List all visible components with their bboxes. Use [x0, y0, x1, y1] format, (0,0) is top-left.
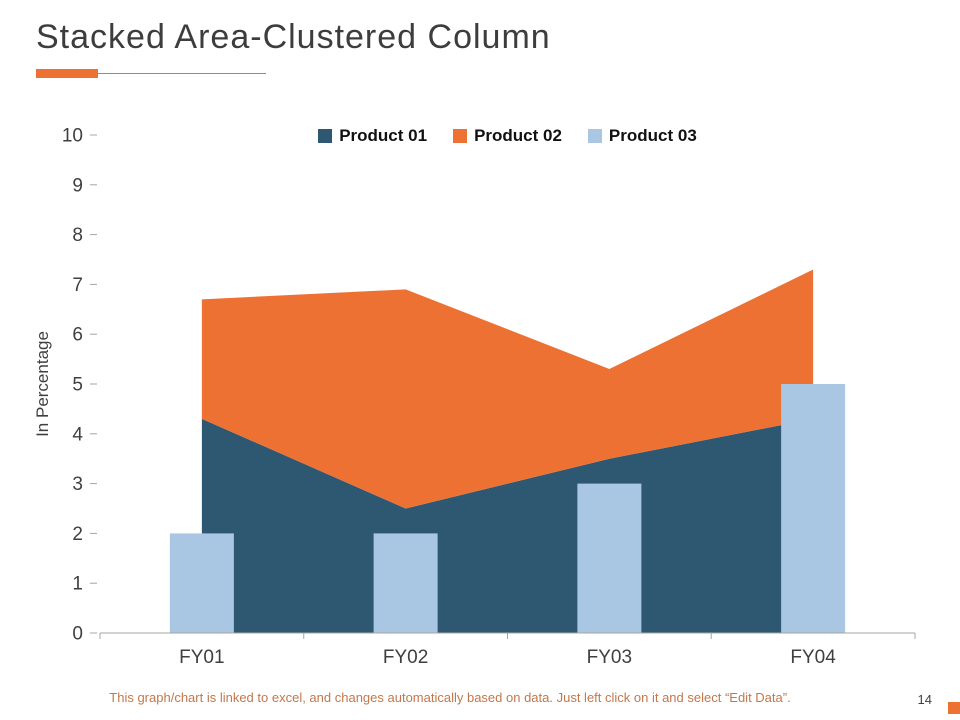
page-title: Stacked Area-Clustered Column — [36, 18, 551, 56]
x-axis: FY01 FY02 FY03 FY04 — [99, 632, 916, 668]
y-axis: 0 1 2 3 4 5 6 7 8 9 10 In Percentage — [33, 125, 97, 644]
legend-item-product-03: Product 03 — [587, 126, 697, 146]
area-series — [201, 269, 814, 633]
x-tick-label-fy02: FY02 — [383, 647, 428, 668]
y-tick-label-0: 0 — [72, 623, 83, 644]
y-axis-title: In Percentage — [33, 331, 52, 437]
y-tick-label-2: 2 — [72, 524, 83, 545]
footer-note: This graph/chart is linked to excel, and… — [109, 690, 791, 705]
chart-legend: Product 01 Product 02 Product 03 — [100, 126, 915, 146]
legend-item-product-01: Product 01 — [318, 126, 427, 146]
y-tick-label-9: 9 — [72, 175, 83, 196]
title-accent-bar — [36, 69, 98, 78]
column-product-03-fy03[interactable] — [577, 483, 642, 633]
y-tick-label-7: 7 — [72, 275, 83, 296]
y-tick-label-1: 1 — [72, 574, 83, 595]
title-underline-line — [36, 73, 266, 74]
area-product-02[interactable] — [201, 269, 814, 509]
legend-swatch-product-03 — [587, 129, 602, 143]
x-tick-label-fy03: FY03 — [587, 647, 632, 668]
y-tick-label-3: 3 — [72, 474, 83, 495]
column-product-03-fy02[interactable] — [373, 533, 438, 633]
x-tick-label-fy04: FY04 — [790, 647, 836, 668]
x-tick-label-fy01: FY01 — [179, 647, 224, 668]
legend-label-product-01: Product 01 — [339, 126, 428, 145]
legend-label-product-02: Product 02 — [474, 126, 562, 145]
legend-label-product-03: Product 03 — [608, 126, 697, 145]
y-tick-label-8: 8 — [72, 225, 83, 246]
column-series — [169, 384, 846, 633]
area-product-01[interactable] — [201, 418, 814, 633]
legend-swatch-product-01 — [318, 129, 333, 143]
column-product-03-fy01[interactable] — [169, 533, 234, 633]
y-tick-label-6: 6 — [72, 325, 83, 346]
y-tick-label-4: 4 — [72, 424, 83, 445]
legend-item-product-02: Product 02 — [453, 126, 562, 146]
legend-swatch-product-02 — [453, 129, 468, 143]
y-tick-label-5: 5 — [72, 374, 83, 395]
footer-accent-bar — [948, 702, 960, 714]
y-tick-label-10: 10 — [62, 125, 83, 146]
page-number: 14 — [917, 692, 932, 707]
slide-header: Stacked Area-Clustered Column — [36, 18, 551, 78]
title-underline — [36, 69, 266, 78]
column-product-03-fy04[interactable] — [781, 384, 846, 633]
